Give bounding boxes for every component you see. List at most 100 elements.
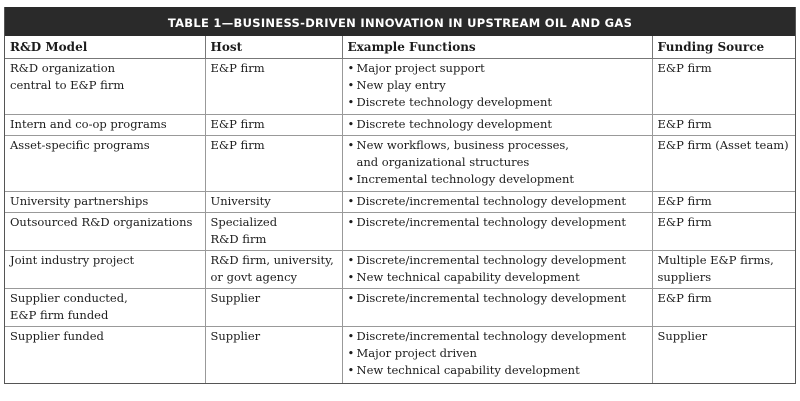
host-cell-line: R&D firm, university, <box>210 253 334 267</box>
host-cell-line: E&P firm <box>210 138 265 152</box>
rd-model-cell: Supplier funded <box>5 326 206 383</box>
function-list-item: New play entry <box>348 77 647 94</box>
funding-source-cell: E&P firm <box>652 288 795 327</box>
function-list: Discrete/incremental technology developm… <box>348 290 647 307</box>
innovation-table-figure: TABLE 1—BUSINESS-DRIVEN INNOVATION IN UP… <box>4 7 796 384</box>
funding-source-cell-line: E&P firm <box>657 117 712 131</box>
host-cell-line: Supplier <box>210 291 261 305</box>
rd-model-cell-line: Supplier funded <box>10 329 104 343</box>
function-list-item: Discrete/incremental technology developm… <box>348 193 647 210</box>
funding-source-cell: E&P firm <box>652 114 795 136</box>
host-cell-line: E&P firm <box>210 117 265 131</box>
rd-model-cell-line: University partnerships <box>10 194 149 208</box>
table-row: Asset-specific programs E&P firm New workf… <box>5 135 795 192</box>
funding-source-cell: E&P firm (Asset team) <box>652 135 795 192</box>
table-row: Intern and co-op programs E&P firm Discret… <box>5 114 795 136</box>
column-header-funding-source: Funding Source <box>652 36 795 59</box>
table-title: TABLE 1—BUSINESS-DRIVEN INNOVATION IN UP… <box>5 7 795 36</box>
column-header-example-functions: Example Functions <box>342 36 653 59</box>
rd-model-cell: Joint industry project <box>5 250 206 289</box>
table-row: Joint industry project R&D firm, universi… <box>5 250 795 289</box>
function-list: Discrete/incremental technology developm… <box>348 252 647 286</box>
function-list-item: Incremental technology development <box>348 171 647 188</box>
funding-source-cell-line: Supplier <box>657 329 708 343</box>
rd-model-cell-line: Asset-specific programs <box>10 138 150 152</box>
rd-model-cell: Intern and co-op programs <box>5 114 206 136</box>
host-cell: E&P firm <box>205 58 343 115</box>
table-row: Supplier funded Supplier Discrete/incremen… <box>5 326 795 383</box>
host-cell-line: Specialized <box>210 215 278 229</box>
funding-source-cell-line: suppliers <box>657 270 712 284</box>
function-list: New workflows, business processes,and or… <box>348 137 647 188</box>
host-cell-line: R&D firm <box>210 232 267 246</box>
rd-model-cell-line: Joint industry project <box>10 253 135 267</box>
example-functions-cell: Discrete technology development <box>342 114 653 136</box>
host-cell-line: Supplier <box>210 329 261 343</box>
host-cell: E&P firm <box>205 135 343 192</box>
function-list-item: Discrete/incremental technology developm… <box>348 214 647 231</box>
funding-source-cell-line: E&P firm (Asset team) <box>657 138 789 152</box>
function-list: Major project supportNew play entryDiscr… <box>348 60 647 111</box>
function-list-item: New technical capability development <box>348 362 647 379</box>
rd-model-cell-line: R&D organization <box>10 61 116 75</box>
funding-source-cell: E&P firm <box>652 58 795 115</box>
funding-source-cell-line: E&P firm <box>657 291 712 305</box>
funding-source-cell-line: E&P firm <box>657 194 712 208</box>
host-cell: Supplier <box>205 326 343 383</box>
table-row: Supplier conducted, E&P firm funded Suppli… <box>5 288 795 327</box>
funding-source-cell-line: E&P firm <box>657 215 712 229</box>
function-list-item: Discrete/incremental technology developm… <box>348 290 647 307</box>
function-list-item: Major project support <box>348 60 647 77</box>
function-list-item: Discrete technology development <box>348 94 647 111</box>
example-functions-cell: Discrete/incremental technology developm… <box>342 326 653 383</box>
column-header-host: Host <box>205 36 343 59</box>
host-cell-line: or govt agency <box>210 270 298 284</box>
funding-source-cell: E&P firm <box>652 212 795 251</box>
function-list-item: New workflows, business processes,and or… <box>348 137 647 171</box>
rd-model-cell-line: Intern and co-op programs <box>10 117 167 131</box>
function-list-item: Discrete technology development <box>348 116 647 133</box>
table-row: University partnerships University Discret… <box>5 191 795 213</box>
host-cell: E&P firm <box>205 114 343 136</box>
funding-source-cell: Multiple E&P firms, suppliers <box>652 250 795 289</box>
function-list: Discrete technology development <box>348 116 647 133</box>
rd-model-cell: Outsourced R&D organizations <box>5 212 206 251</box>
rd-model-cell-line: E&P firm funded <box>10 308 109 322</box>
rd-model-cell: University partnerships <box>5 191 206 213</box>
function-list: Discrete/incremental technology developm… <box>348 328 647 379</box>
host-cell: R&D firm, university, or govt agency <box>205 250 343 289</box>
table-row: R&D organization central to E&P firm E&P f… <box>5 58 795 115</box>
rd-model-cell: Asset-specific programs <box>5 135 206 192</box>
function-list: Discrete/incremental technology developm… <box>348 193 647 210</box>
rd-model-cell-line: central to E&P firm <box>10 78 125 92</box>
example-functions-cell: Discrete/incremental technology developm… <box>342 212 653 251</box>
function-list-item: Major project driven <box>348 345 647 362</box>
funding-source-cell-line: E&P firm <box>657 61 712 75</box>
rd-model-cell-line: Supplier conducted, <box>10 291 128 305</box>
host-cell-line: E&P firm <box>210 61 265 75</box>
function-list-item: Discrete/incremental technology developm… <box>348 252 647 269</box>
funding-source-cell-line: Multiple E&P firms, <box>657 253 774 267</box>
example-functions-cell: New workflows, business processes,and or… <box>342 135 653 192</box>
function-list-item: New technical capability development <box>348 269 647 286</box>
rd-model-cell-line: Outsourced R&D organizations <box>10 215 193 229</box>
example-functions-cell: Discrete/incremental technology developm… <box>342 288 653 327</box>
table-header-row: R&D Model Host Example Functions Funding… <box>5 36 795 59</box>
host-cell: Supplier <box>205 288 343 327</box>
table-body: R&D organization central to E&P firm E&P f… <box>5 58 795 383</box>
rd-model-cell: R&D organization central to E&P firm <box>5 58 206 115</box>
example-functions-cell: Major project supportNew play entryDiscr… <box>342 58 653 115</box>
example-functions-cell: Discrete/incremental technology developm… <box>342 250 653 289</box>
rd-model-cell: Supplier conducted, E&P firm funded <box>5 288 206 327</box>
host-cell-line: University <box>210 194 271 208</box>
host-cell: University <box>205 191 343 213</box>
funding-source-cell: E&P firm <box>652 191 795 213</box>
column-header-rd-model: R&D Model <box>5 36 206 59</box>
funding-source-cell: Supplier <box>652 327 795 383</box>
host-cell: Specialized R&D firm <box>205 212 343 251</box>
example-functions-cell: Discrete/incremental technology developm… <box>342 191 653 213</box>
innovation-table: R&D Model Host Example Functions Funding… <box>5 36 795 383</box>
function-list: Discrete/incremental technology developm… <box>348 214 647 231</box>
table-row: Outsourced R&D organizations Specialized R… <box>5 212 795 251</box>
function-list-item: Discrete/incremental technology developm… <box>348 328 647 345</box>
